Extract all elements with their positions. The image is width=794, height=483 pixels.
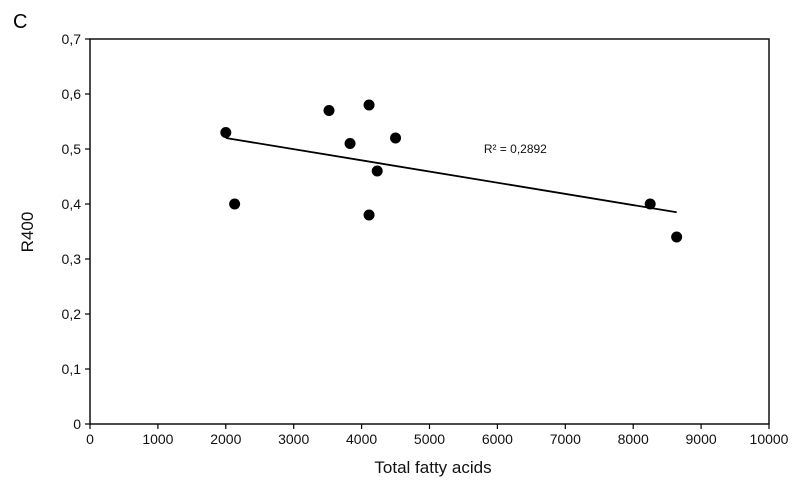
x-tick-label: 4000: [346, 431, 377, 447]
panel-label: C: [13, 11, 27, 33]
x-tick-label: 2000: [210, 431, 241, 447]
y-axis-title: R400: [18, 212, 37, 253]
x-tick-label: 6000: [482, 431, 513, 447]
x-axis-title: Total fatty acids: [374, 458, 491, 477]
data-point: [371, 165, 383, 177]
x-tick-label: 0: [86, 431, 94, 447]
r-squared-annotation: R² = 0,2892: [484, 142, 547, 156]
y-tick-label: 0,1: [62, 361, 82, 377]
x-tick-label: 9000: [686, 431, 717, 447]
y-tick-label: 0,5: [62, 141, 82, 157]
data-point: [363, 99, 375, 111]
y-tick-label: 0,6: [62, 86, 82, 102]
data-point: [220, 127, 232, 138]
x-axis: 0 1000 2000 3000 4000 5000 6000 7000 8000 9000 100…: [86, 424, 789, 447]
data-point: [323, 105, 335, 116]
trend-line: [225, 137, 677, 214]
data-point: [363, 209, 375, 221]
x-tick-label: 1000: [142, 431, 173, 447]
data-point: [390, 132, 402, 144]
data-points: [220, 99, 683, 243]
y-tick-label: 0,2: [62, 306, 82, 322]
data-point: [671, 231, 683, 243]
x-tick-label: 3000: [278, 431, 309, 447]
x-tick-label: 8000: [618, 431, 649, 447]
data-point: [229, 198, 241, 210]
data-point: [644, 198, 656, 210]
x-tick-label: 5000: [414, 431, 445, 447]
y-tick-label: 0: [73, 416, 81, 432]
data-point: [344, 138, 356, 149]
x-tick-label: 10000: [750, 431, 789, 447]
y-axis: 0 0,1 0,2 0,3 0,4 0,5 0,6 0,7: [62, 31, 90, 432]
y-tick-label: 0,3: [62, 251, 82, 267]
plot-frame: [89, 38, 770, 425]
y-tick-label: 0,7: [62, 31, 82, 47]
y-tick-label: 0,4: [62, 196, 82, 212]
x-tick-label: 7000: [550, 431, 581, 447]
